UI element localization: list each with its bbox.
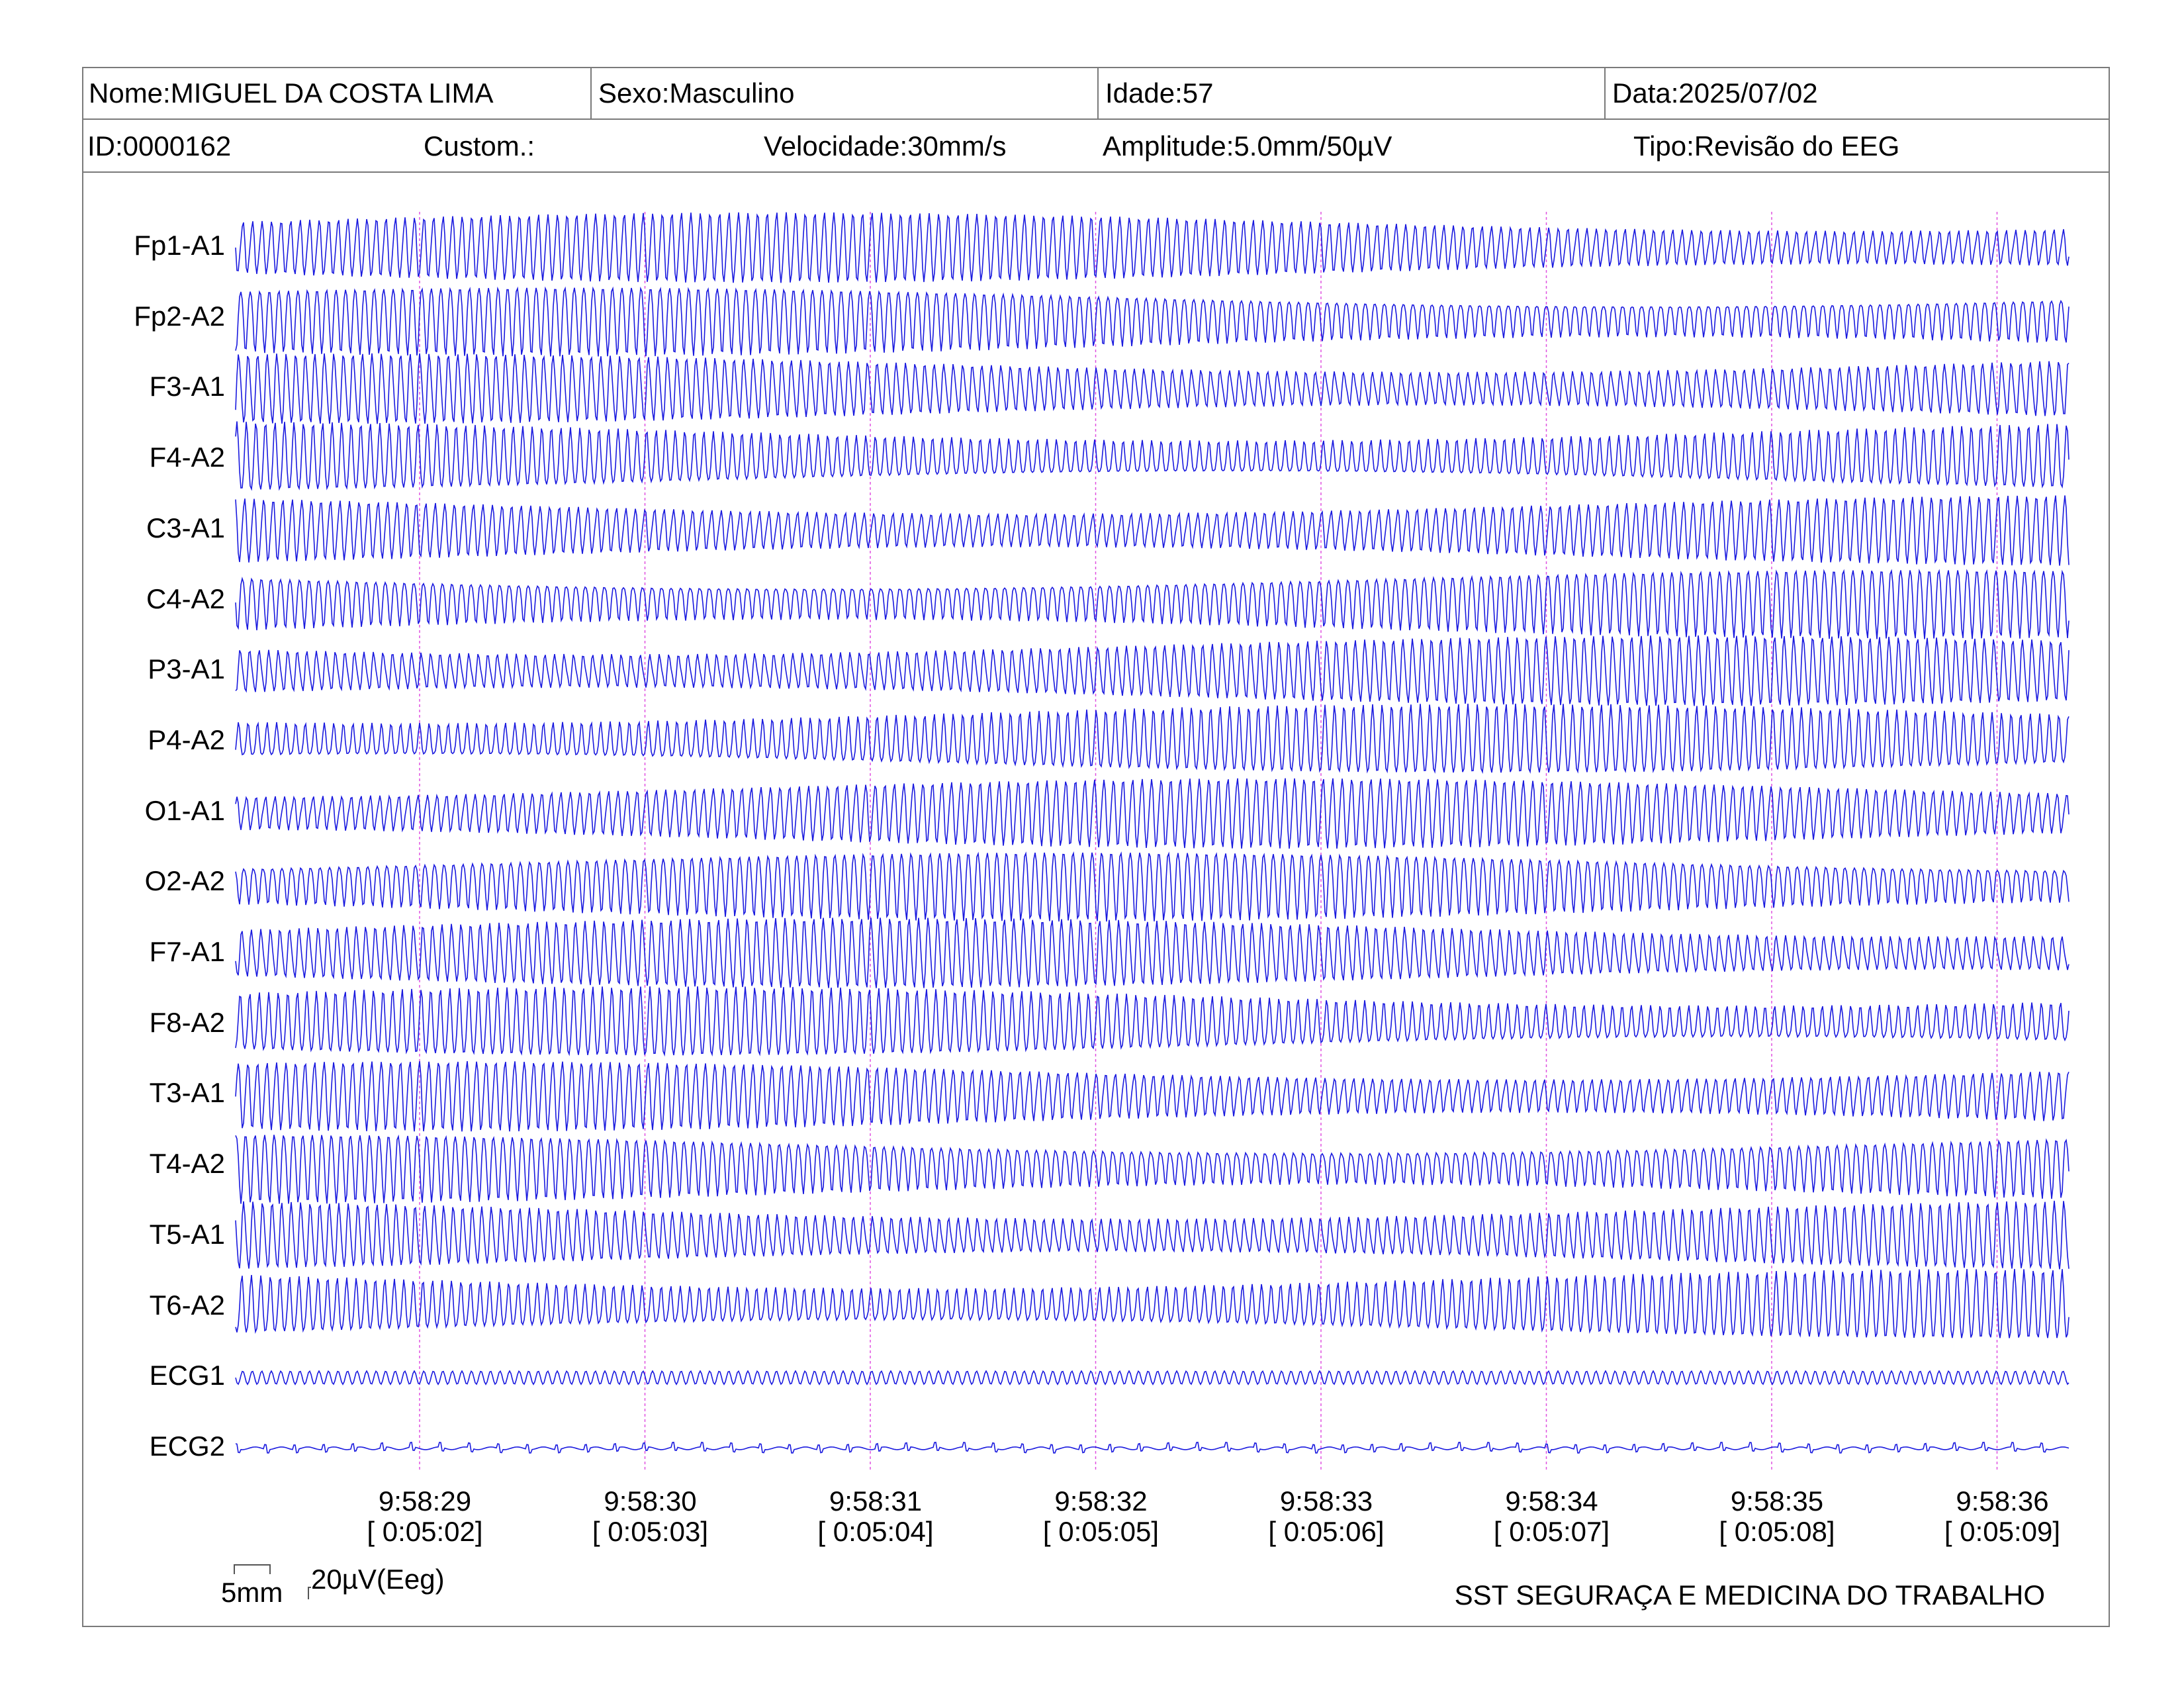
channel-label: T3-A1 <box>149 1077 225 1109</box>
header-row-2: ID:0000162 Custom.: Velocidade:30mm/s Am… <box>82 120 2110 173</box>
channel-label: C4-A2 <box>146 583 225 614</box>
scale-bracket-icon <box>234 1564 311 1599</box>
time-mark-clock: 9:58:36 <box>1956 1485 2049 1517</box>
channel-trace <box>235 703 2070 774</box>
time-mark-clock: 9:58:31 <box>829 1485 923 1517</box>
channel-label: F8-A2 <box>149 1006 225 1038</box>
time-mark-label: 9:58:29[ 0:05:02] <box>345 1486 504 1547</box>
time-mark-label: 9:58:36[ 0:05:09] <box>1923 1486 2082 1547</box>
channel-label: P3-A1 <box>148 653 225 685</box>
time-mark-elapsed: [ 0:05:04] <box>817 1516 934 1547</box>
scale-length-label: 5mm <box>221 1577 283 1608</box>
time-mark-elapsed: [ 0:05:03] <box>592 1516 709 1547</box>
channel-trace <box>235 851 2070 922</box>
channel-trace <box>235 1370 2070 1385</box>
amplitude-setting: Amplitude:5.0mm/50µV <box>1103 130 1392 162</box>
channel-trace <box>235 569 2070 639</box>
scale-amplitude-label: 20µV(Eeg) <box>311 1564 445 1595</box>
company-name: SST SEGURAÇA E MEDICINA DO TRABALHO <box>1454 1579 2045 1611</box>
channel-trace <box>235 495 2070 566</box>
channel-trace <box>235 286 2070 357</box>
patient-name: Nome:MIGUEL DA COSTA LIMA <box>89 77 494 109</box>
speed-setting: Velocidade:30mm/s <box>764 130 1007 162</box>
channel-label: Fp2-A2 <box>134 300 225 332</box>
patient-id: ID:0000162 <box>87 130 232 162</box>
channel-trace <box>235 212 2070 283</box>
time-mark-label: 9:58:33[ 0:05:06] <box>1247 1486 1406 1547</box>
time-mark-label: 9:58:32[ 0:05:05] <box>1022 1486 1181 1547</box>
channel-label: O1-A1 <box>144 794 225 826</box>
channel-trace <box>235 353 2070 424</box>
exam-date: Data:2025/07/02 <box>1604 67 2110 118</box>
report-frame <box>82 67 2110 1627</box>
time-mark-label: 9:58:30[ 0:05:03] <box>571 1486 730 1547</box>
channel-trace <box>235 1200 2070 1270</box>
channel-label: ECG2 <box>149 1430 225 1462</box>
channel-trace <box>235 1268 2070 1338</box>
channel-label: ECG1 <box>149 1360 225 1391</box>
time-mark-label: 9:58:31[ 0:05:04] <box>796 1486 955 1547</box>
time-mark-clock: 9:58:30 <box>604 1485 697 1517</box>
time-mark-label: 9:58:34[ 0:05:07] <box>1473 1486 1631 1547</box>
time-mark-elapsed: [ 0:05:09] <box>1944 1516 2061 1547</box>
channel-label: T6-A2 <box>149 1289 225 1321</box>
channel-trace <box>235 778 2070 849</box>
time-mark-clock: 9:58:35 <box>1730 1485 1824 1517</box>
time-mark-clock: 9:58:34 <box>1505 1485 1598 1517</box>
time-mark-elapsed: [ 0:05:02] <box>367 1516 483 1547</box>
channel-label: T5-A1 <box>149 1218 225 1250</box>
channel-trace <box>235 917 2070 988</box>
channel-label: C3-A1 <box>146 512 225 543</box>
channel-trace <box>235 635 2070 706</box>
patient-sex: Sexo:Masculino <box>590 67 1097 118</box>
channel-label: Fp1-A1 <box>134 230 225 261</box>
time-mark-elapsed: [ 0:05:08] <box>1719 1516 1835 1547</box>
time-mark-clock: 9:58:29 <box>378 1485 472 1517</box>
time-mark-elapsed: [ 0:05:06] <box>1268 1516 1385 1547</box>
channel-trace <box>235 1441 2070 1454</box>
channel-label: F3-A1 <box>149 371 225 402</box>
time-mark-clock: 9:58:32 <box>1054 1485 1148 1517</box>
channel-label: P4-A2 <box>148 724 225 755</box>
time-mark-clock: 9:58:33 <box>1279 1485 1373 1517</box>
time-mark-elapsed: [ 0:05:07] <box>1493 1516 1610 1547</box>
time-mark-label: 9:58:35[ 0:05:08] <box>1698 1486 1856 1547</box>
channel-label: O2-A2 <box>144 865 225 897</box>
channel-trace <box>235 421 2070 491</box>
channel-trace <box>235 986 2070 1057</box>
patient-age: Idade:57 <box>1097 67 1604 118</box>
channel-label: F7-A1 <box>149 936 225 967</box>
custom-field: Custom.: <box>424 130 535 162</box>
channel-trace <box>235 1134 2070 1204</box>
header-row-1: Nome:MIGUEL DA COSTA LIMA Sexo:Masculino… <box>82 67 2110 120</box>
exam-type: Tipo:Revisão do EEG <box>1633 130 1900 162</box>
time-mark-elapsed: [ 0:05:05] <box>1042 1516 1160 1547</box>
channel-trace <box>235 1060 2070 1132</box>
channel-label: F4-A2 <box>149 442 225 473</box>
channel-label: T4-A2 <box>149 1148 225 1180</box>
